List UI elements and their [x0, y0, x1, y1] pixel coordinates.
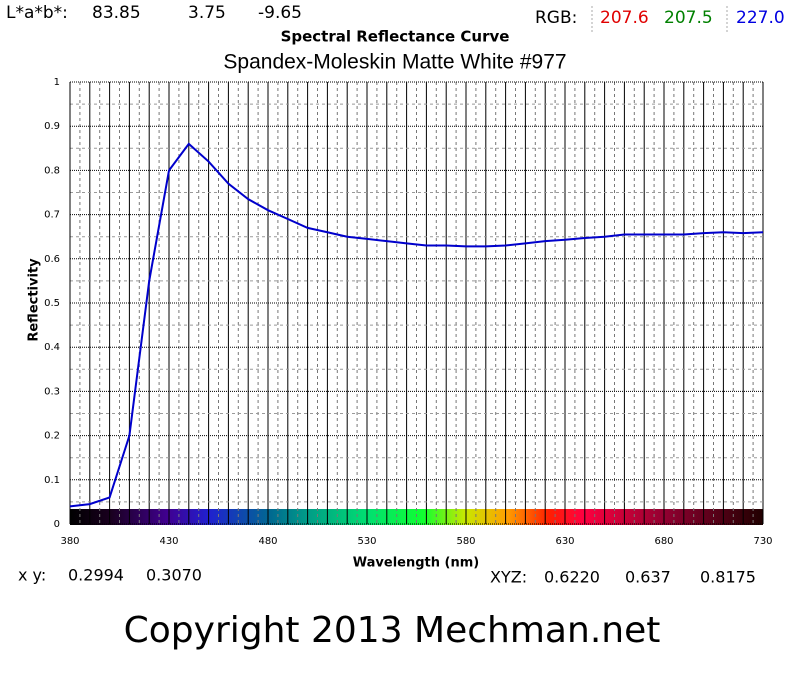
y-tick-label: 0.5 [44, 298, 60, 309]
reflectance-curve [69, 142, 764, 508]
xyz-x: 0.6220 [544, 568, 600, 587]
y-tick-label: 0.8 [44, 165, 60, 176]
rgb-g: 207.5 [664, 8, 713, 28]
xyz-label: XYZ: [490, 568, 527, 587]
y-tick-label: 1 [54, 77, 60, 88]
chart-title: Spectral Reflectance Curve [281, 28, 510, 46]
lab-a: 3.75 [188, 3, 226, 23]
y-tick-label: 0.3 [44, 386, 60, 397]
xyz-z: 0.8175 [700, 568, 756, 587]
y-tick-label: 0.4 [44, 342, 60, 353]
x-tick-label: 580 [456, 536, 475, 547]
y-tick-label: 0 [54, 519, 60, 530]
lab-b: -9.65 [258, 3, 302, 23]
y-tick-label: 0.2 [44, 431, 60, 442]
x-tick-label: 730 [753, 536, 772, 547]
x-tick-label: 380 [60, 536, 79, 547]
xyz-y: 0.637 [625, 568, 671, 587]
x-tick-label: 630 [555, 536, 574, 547]
chart-subtitle: Spandex-Moleskin Matte White #977 [223, 51, 566, 74]
xy-x: 0.2994 [68, 566, 124, 585]
x-tick-label: 430 [159, 536, 178, 547]
x-tick-label: 680 [654, 536, 673, 547]
xy-y: 0.3070 [146, 566, 202, 585]
y-tick-label: 0.7 [44, 210, 60, 221]
rgb-r: 207.6 [600, 8, 649, 28]
y-axis-label: Reflectivity [27, 258, 42, 342]
x-axis-label: Wavelength (nm) [353, 556, 479, 571]
copyright: Copyright 2013 Mechman.net [124, 610, 661, 651]
y-tick-label: 0.6 [44, 254, 60, 265]
y-tick-label: 0.9 [44, 121, 60, 132]
rgb-b: 227.0 [736, 8, 785, 28]
x-tick-label: 530 [357, 536, 376, 547]
y-tick-label: 0.1 [44, 475, 60, 486]
x-tick-label: 480 [258, 536, 277, 547]
lab-label: L*a*b*: [6, 3, 68, 23]
xy-label: x y: [18, 566, 46, 585]
rgb-label: RGB: [535, 8, 577, 28]
lab-l: 83.85 [92, 3, 141, 23]
